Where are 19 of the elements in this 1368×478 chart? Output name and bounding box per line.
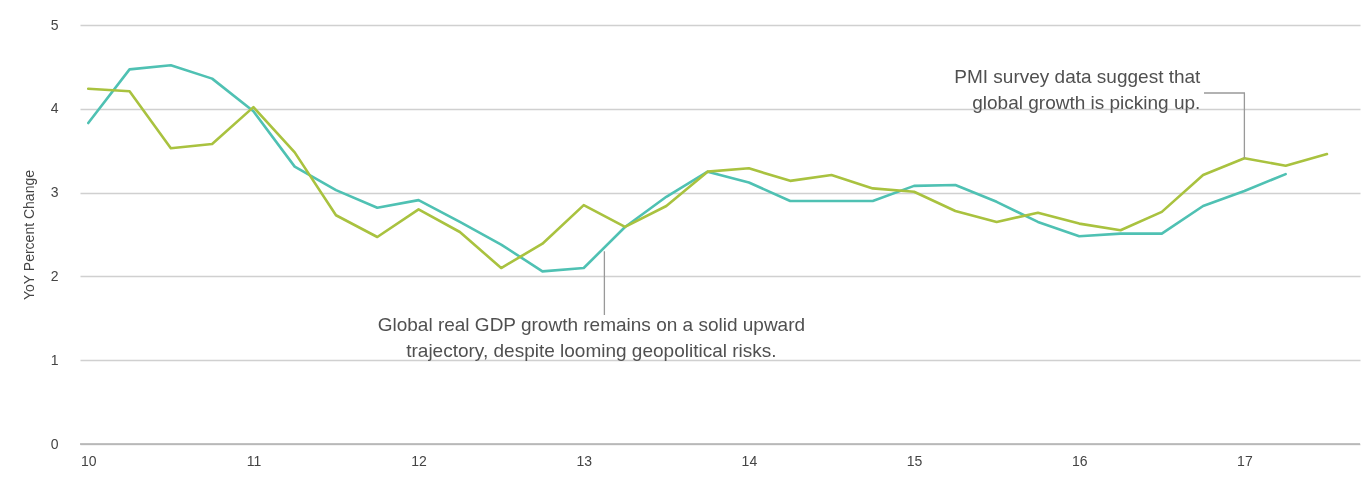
y-tick-label: 1 bbox=[50, 351, 59, 368]
x-tick-label: 17 bbox=[1237, 452, 1253, 469]
x-tick-label: 15 bbox=[906, 452, 923, 469]
y-tick-label: 3 bbox=[50, 184, 59, 201]
annotation: Global real GDP growth remains on a solid upward trajectory, despite looming geopolitical risks. bbox=[377, 314, 806, 361]
y-axis-title: YoY Percent Change bbox=[20, 169, 37, 300]
x-tick-label: 13 bbox=[576, 452, 593, 469]
x-tick-label: 10 bbox=[80, 452, 97, 469]
annotation: PMI survey data suggest that global growth is picking up. bbox=[954, 66, 1202, 113]
x-tick-label: 11 bbox=[246, 452, 262, 469]
y-tick-label: 4 bbox=[50, 100, 59, 117]
x-tick-label: 14 bbox=[741, 452, 758, 469]
x-tick-label: 12 bbox=[411, 452, 428, 469]
y-tick-label: 5 bbox=[50, 16, 59, 33]
line-series bbox=[86, 63, 1287, 273]
y-tick-label: 0 bbox=[50, 435, 59, 452]
line-series bbox=[86, 87, 1329, 270]
x-tick-label: 16 bbox=[1071, 452, 1088, 469]
y-tick-label: 2 bbox=[50, 267, 59, 284]
